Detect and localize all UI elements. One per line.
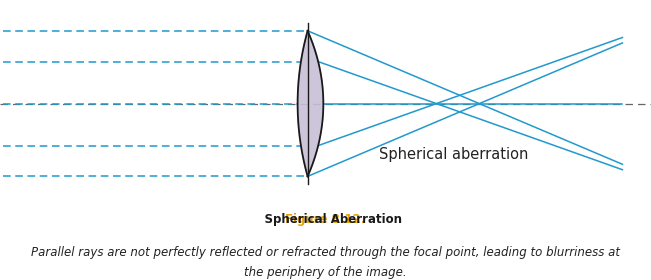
- Text: the periphery of the image.: the periphery of the image.: [244, 266, 407, 279]
- Text: Figure 8.12.: Figure 8.12.: [285, 213, 366, 226]
- Text: Spherical aberration: Spherical aberration: [379, 148, 529, 162]
- Polygon shape: [298, 31, 324, 176]
- Text: Parallel rays are not perfectly reflected or refracted through the focal point, : Parallel rays are not perfectly reflecte…: [31, 246, 620, 259]
- Text: Spherical Aberration: Spherical Aberration: [249, 213, 402, 226]
